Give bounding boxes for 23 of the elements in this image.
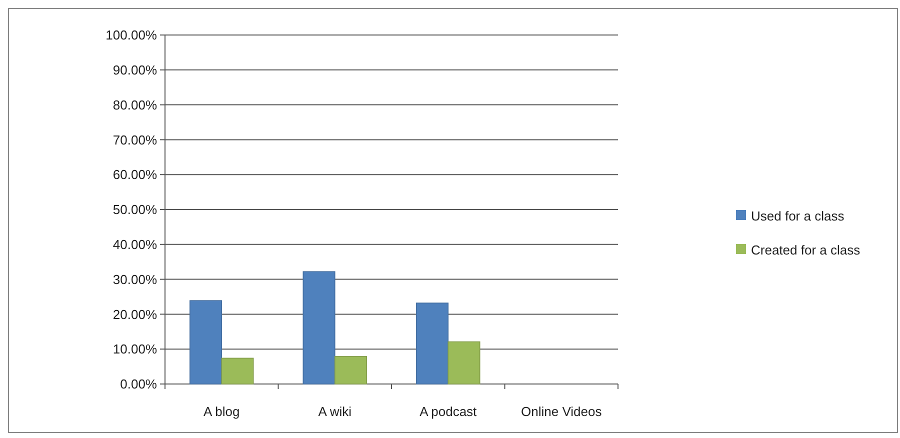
y-tick-label: 90.00% bbox=[112, 62, 158, 78]
bar bbox=[334, 356, 367, 384]
x-tick-label: A wiki bbox=[318, 404, 352, 419]
bar bbox=[302, 271, 336, 384]
x-tick-label: A blog bbox=[204, 404, 240, 419]
y-tick-label: 20.00% bbox=[112, 306, 158, 322]
bar bbox=[221, 358, 254, 384]
y-tick-label: 0.00% bbox=[120, 376, 158, 392]
bar bbox=[448, 341, 480, 384]
y-tick-label: 50.00% bbox=[112, 202, 158, 218]
y-tick-label: 40.00% bbox=[112, 236, 158, 252]
y-tick-label: 70.00% bbox=[112, 132, 158, 148]
x-tick-label: A podcast bbox=[420, 404, 478, 419]
y-tick-label: 100.00% bbox=[106, 28, 158, 43]
x-tick-label: Online Videos bbox=[521, 404, 602, 419]
y-tick-label: 60.00% bbox=[112, 167, 158, 182]
y-tick-label: 10.00% bbox=[112, 342, 158, 357]
bar bbox=[416, 302, 449, 384]
legend-label: Created for a class bbox=[751, 242, 861, 258]
y-tick-label: 80.00% bbox=[112, 97, 158, 112]
bar bbox=[190, 300, 222, 384]
legend-label: Used for a class bbox=[751, 208, 845, 224]
y-tick-label: 30.00% bbox=[112, 272, 158, 287]
